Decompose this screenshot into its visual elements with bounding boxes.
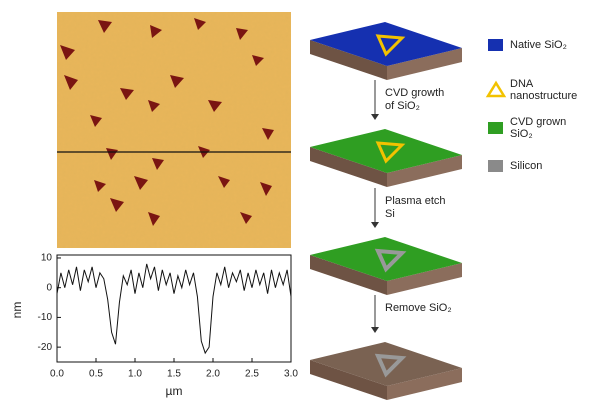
step-label: of SiO₂ — [385, 100, 420, 112]
legend-swatch — [488, 160, 503, 172]
legend-swatch — [488, 122, 503, 134]
arrow-head — [371, 114, 379, 120]
y-tick-label: 10 — [41, 253, 53, 264]
x-tick-label: 2.5 — [245, 369, 259, 380]
y-axis-title: nm — [10, 302, 24, 319]
afm-image — [57, 12, 291, 248]
legend-label: CVD grown — [510, 116, 566, 128]
x-tick-label: 1.5 — [167, 369, 181, 380]
x-tick-label: 0.5 — [89, 369, 103, 380]
substrate-block — [310, 129, 462, 187]
x-tick-label: 2.0 — [206, 369, 220, 380]
substrate-block — [310, 342, 462, 400]
legend-label: Native SiO₂ — [510, 39, 567, 51]
substrate-block — [310, 22, 462, 80]
substrate-block — [310, 237, 462, 295]
arrow-head — [371, 327, 379, 333]
y-tick-label: 0 — [46, 282, 52, 293]
step-label: Remove SiO₂ — [385, 302, 452, 314]
x-tick-label: 3.0 — [284, 369, 298, 380]
legend-label: SiO₂ — [510, 128, 533, 140]
legend-label: nanostructure — [510, 90, 577, 102]
legend-swatch — [488, 39, 503, 51]
legend-label: Silicon — [510, 160, 542, 172]
arrow-head — [371, 222, 379, 228]
step-label: Si — [385, 208, 395, 220]
step-label: Plasma etch — [385, 195, 446, 207]
profile-line — [57, 264, 291, 353]
x-axis-title: µm — [166, 384, 183, 398]
legend-swatch — [488, 83, 504, 96]
legend-label: DNA — [510, 78, 534, 90]
x-tick-label: 1.0 — [128, 369, 142, 380]
y-tick-label: -10 — [38, 312, 53, 323]
page: {"chart_data":{"type":"line","x_label":"… — [0, 0, 610, 405]
figure: nm µm -20 -10 0 10 0.0 0.5 1.0 1.5 2.0 2.5 3.0 CVD … — [0, 0, 610, 405]
y-tick-label: -20 — [38, 342, 53, 353]
x-tick-label: 0.0 — [50, 369, 64, 380]
step-label: CVD growth — [385, 87, 444, 99]
